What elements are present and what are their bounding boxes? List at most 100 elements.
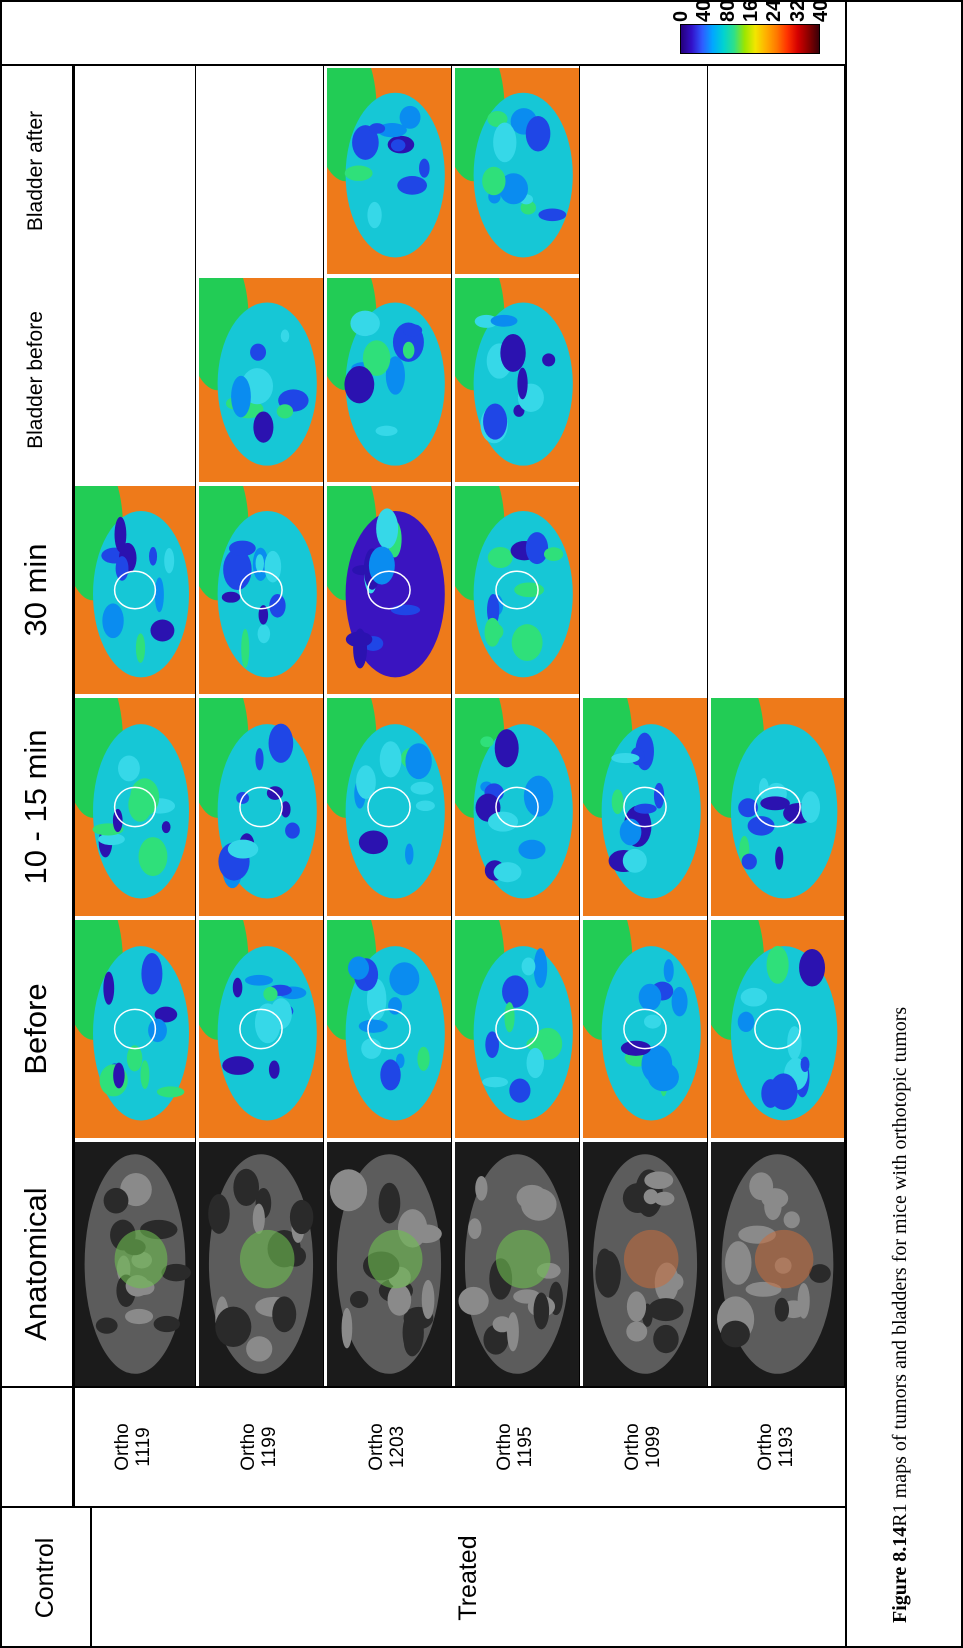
map-texture bbox=[405, 743, 432, 780]
roi-outline bbox=[239, 1008, 283, 1050]
empty-cell bbox=[75, 68, 195, 274]
r1-map-image bbox=[327, 698, 451, 916]
roi-outline bbox=[754, 786, 801, 828]
map-texture bbox=[800, 1056, 810, 1073]
map-texture bbox=[229, 540, 256, 557]
map-texture bbox=[480, 736, 494, 748]
map-texture bbox=[525, 532, 549, 565]
r1-map bbox=[455, 486, 579, 694]
r1-map-image bbox=[327, 920, 451, 1138]
map-texture bbox=[350, 310, 380, 337]
roi-overlay bbox=[114, 1229, 168, 1289]
tissue-texture bbox=[533, 1292, 550, 1330]
map-texture bbox=[517, 367, 528, 400]
map-texture bbox=[344, 365, 375, 404]
tissue-texture bbox=[654, 1191, 675, 1206]
map-texture bbox=[485, 1031, 500, 1058]
map-tissue bbox=[473, 724, 573, 899]
map-texture bbox=[417, 1046, 430, 1071]
tissue-texture bbox=[725, 1241, 752, 1285]
r1-map-image bbox=[75, 698, 195, 916]
map-texture bbox=[231, 375, 251, 418]
map-texture bbox=[493, 862, 522, 883]
colorbar-tick-label: 400 bbox=[693, 0, 716, 22]
cell-border bbox=[579, 918, 580, 1140]
map-texture bbox=[390, 604, 421, 616]
tissue-texture bbox=[341, 1307, 353, 1349]
caption-label: Figure 8.14 bbox=[888, 1526, 911, 1623]
cell-border bbox=[195, 484, 196, 696]
roi-outline bbox=[623, 1008, 667, 1050]
map-texture bbox=[611, 752, 640, 764]
r1-map bbox=[711, 698, 844, 916]
tissue-texture bbox=[161, 1263, 191, 1282]
tissue-texture bbox=[720, 1320, 750, 1348]
tissue-texture bbox=[208, 1194, 230, 1234]
map-texture bbox=[112, 808, 123, 833]
map-texture bbox=[285, 822, 300, 839]
cell-border bbox=[707, 918, 708, 1140]
map-texture bbox=[482, 166, 506, 196]
colorbar-tick-label: 1600 bbox=[740, 0, 763, 22]
map-texture bbox=[358, 830, 388, 855]
map-texture bbox=[622, 848, 647, 873]
map-texture bbox=[671, 986, 688, 1017]
map-texture bbox=[113, 1062, 125, 1089]
map-texture bbox=[403, 324, 423, 337]
map-texture bbox=[280, 329, 290, 343]
colorbar-tick-label: 0 bbox=[670, 10, 692, 22]
r1-map bbox=[199, 698, 323, 916]
roi-outline bbox=[367, 570, 411, 610]
r1-map bbox=[455, 920, 579, 1138]
map-texture bbox=[741, 853, 757, 870]
map-texture bbox=[518, 839, 546, 860]
map-texture bbox=[405, 843, 414, 865]
map-texture bbox=[766, 945, 789, 984]
map-texture bbox=[358, 1019, 388, 1033]
r1-map bbox=[455, 698, 579, 916]
map-texture bbox=[255, 554, 265, 573]
tissue-texture bbox=[272, 1296, 297, 1333]
cell-border bbox=[323, 696, 324, 918]
tissue-texture bbox=[246, 1336, 273, 1362]
r1-map bbox=[455, 278, 579, 482]
group-label-treated: Treated bbox=[92, 1508, 845, 1648]
tissue-texture bbox=[516, 1184, 548, 1210]
r1-map-image bbox=[199, 278, 323, 482]
tissue-texture bbox=[153, 1315, 180, 1333]
anatomical-scan bbox=[583, 1142, 707, 1386]
r1-map-image bbox=[199, 486, 323, 694]
empty-cell bbox=[583, 68, 707, 274]
map-texture bbox=[367, 201, 382, 229]
tissue-texture bbox=[458, 1286, 489, 1316]
map-texture bbox=[380, 1059, 401, 1091]
map-texture bbox=[484, 617, 501, 647]
map-texture bbox=[490, 314, 518, 327]
empty-cell bbox=[711, 68, 844, 274]
cell-border bbox=[707, 276, 708, 484]
cell-border bbox=[195, 696, 196, 918]
map-texture bbox=[241, 628, 250, 669]
r1-map-image bbox=[455, 68, 579, 274]
map-texture bbox=[377, 123, 407, 138]
map-texture bbox=[525, 115, 551, 152]
map-texture bbox=[526, 1047, 545, 1079]
map-texture bbox=[115, 556, 129, 581]
tissue-texture bbox=[507, 1312, 519, 1352]
map-texture bbox=[255, 747, 264, 771]
empty-cell bbox=[583, 278, 707, 482]
map-texture bbox=[402, 341, 415, 359]
map-texture bbox=[799, 948, 826, 987]
map-texture bbox=[740, 987, 768, 1007]
r1-map bbox=[75, 486, 195, 694]
map-texture bbox=[348, 956, 370, 980]
cell-border bbox=[707, 696, 708, 918]
r1-map bbox=[75, 920, 195, 1138]
tissue-texture bbox=[289, 1199, 314, 1235]
tissue-texture bbox=[95, 1317, 118, 1334]
map-texture bbox=[345, 631, 373, 648]
r1-map-image bbox=[75, 486, 195, 694]
map-texture bbox=[775, 846, 784, 870]
cell-border bbox=[844, 696, 845, 918]
